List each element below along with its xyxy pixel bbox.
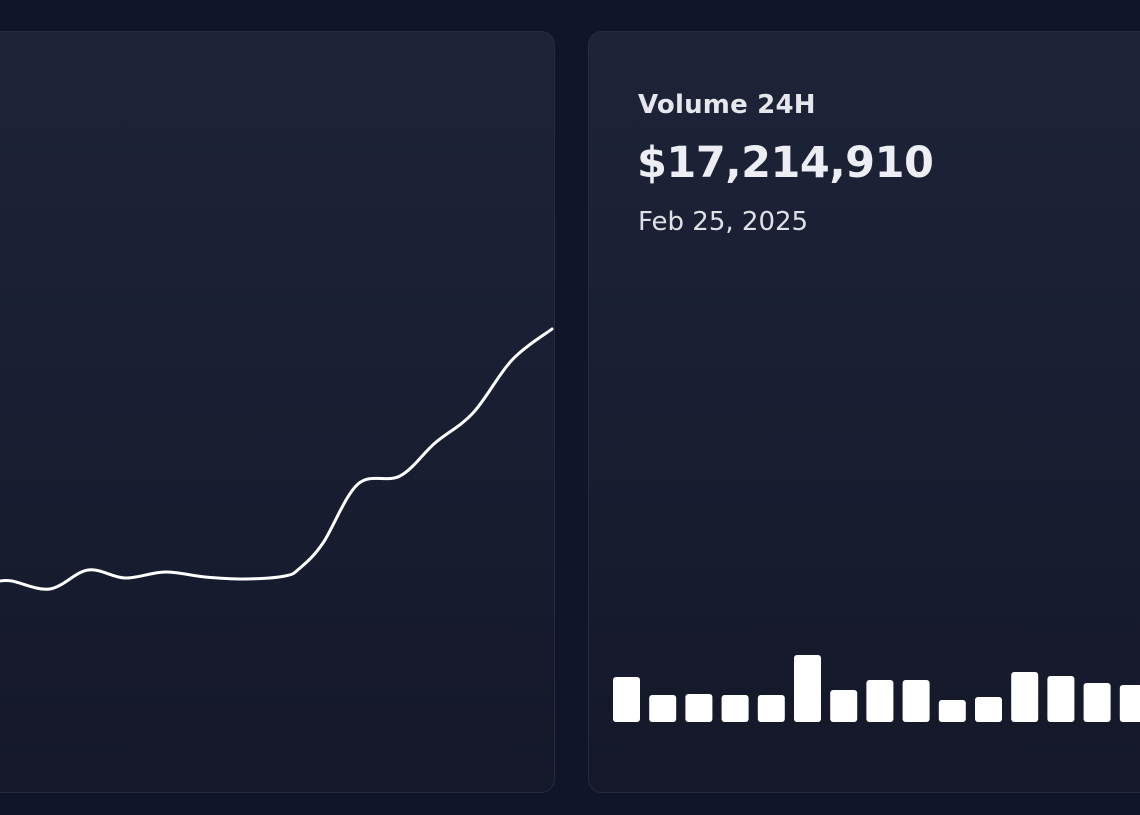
price-line <box>0 327 554 591</box>
volume-bar <box>1083 683 1111 722</box>
price-line-chart <box>0 327 554 591</box>
price-chart-card <box>0 31 555 793</box>
volume-bar <box>1047 676 1075 722</box>
volume-bar <box>938 700 966 722</box>
volume-bar <box>794 655 821 722</box>
volume-bar <box>649 695 677 722</box>
volume-card: Volume 24H $17,214,910 Feb 25, 2025 <box>588 31 1140 793</box>
volume-bar <box>757 695 785 722</box>
volume-bar <box>1119 685 1140 722</box>
volume-bar <box>721 695 749 722</box>
volume-bar <box>830 690 858 722</box>
volume-value: $17,214,910 <box>637 138 934 188</box>
volume-bar <box>975 697 1002 722</box>
volume-date: Feb 25, 2025 <box>638 207 809 237</box>
volume-title: Volume 24H <box>638 90 816 120</box>
volume-bar <box>866 680 894 722</box>
volume-bar <box>613 677 640 722</box>
volume-bar <box>902 680 930 722</box>
volume-bar <box>685 694 713 722</box>
volume-bar <box>1011 672 1039 722</box>
